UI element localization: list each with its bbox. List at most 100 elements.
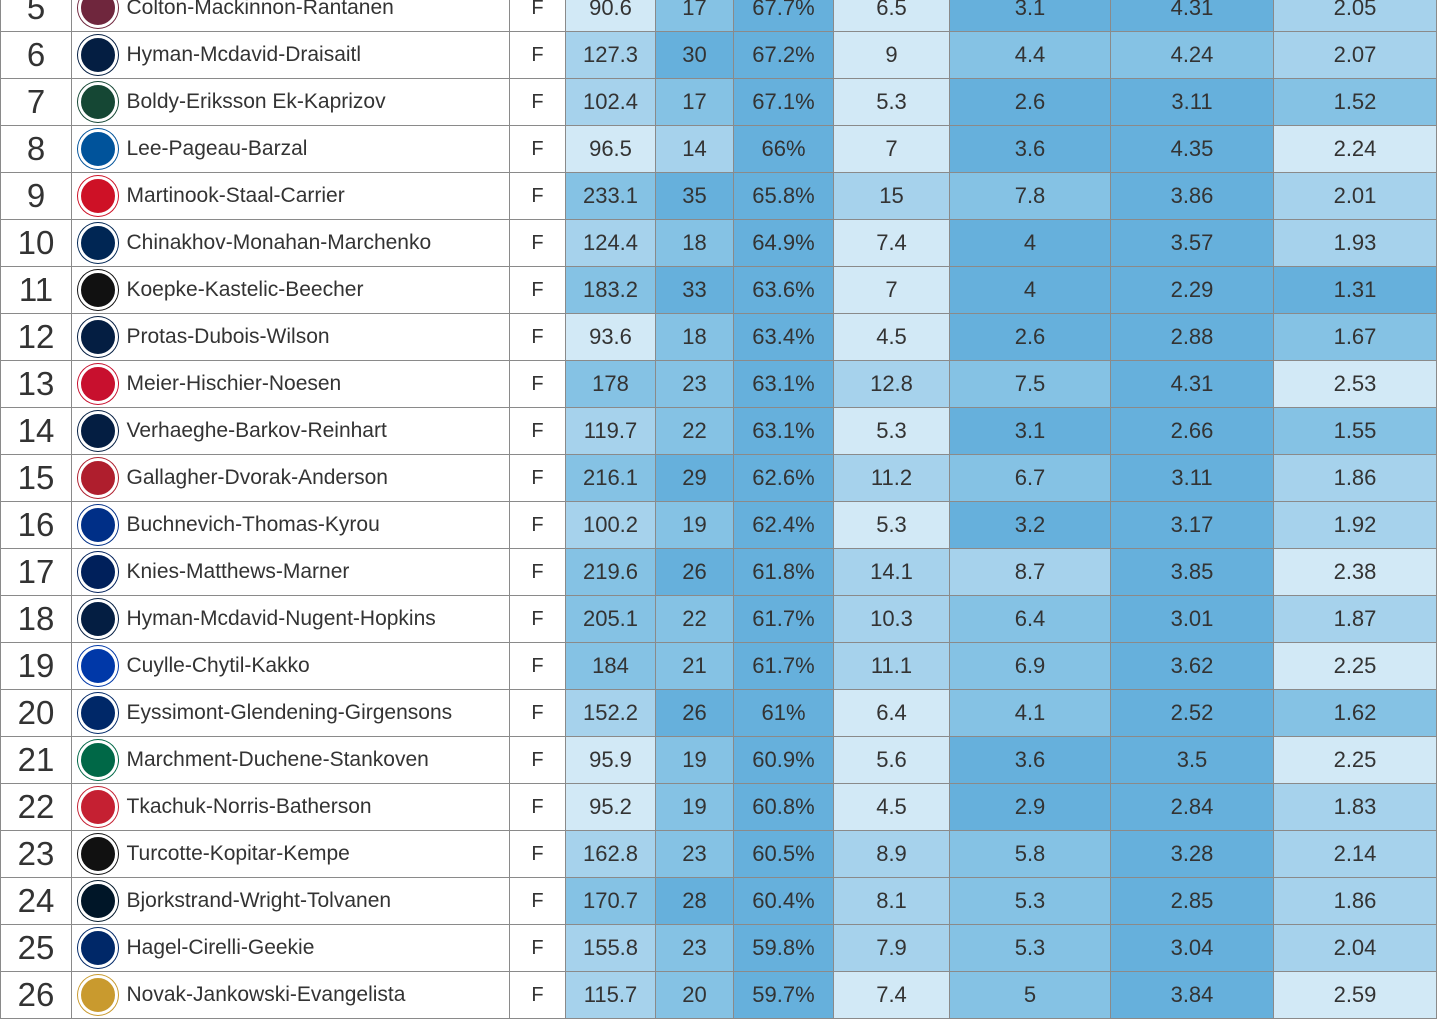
- stat-cell-v5: 3.6: [949, 736, 1111, 784]
- team-logo-cell: [71, 783, 125, 831]
- stat-cell-v2: 17: [655, 78, 734, 126]
- position-cell: F: [509, 783, 566, 831]
- rank-cell: 8: [0, 125, 72, 173]
- team-logo-cell: [71, 407, 125, 455]
- stat-cell-v4: 12.8: [833, 360, 950, 408]
- stat-cell-v7: 2.59: [1273, 971, 1437, 1019]
- team-logo-cell: [71, 501, 125, 549]
- line-name-cell: Hyman-Mcdavid-Nugent-Hopkins: [124, 595, 510, 643]
- stat-cell-v6: 3.04: [1110, 924, 1274, 972]
- stat-cell-v1: 127.3: [565, 31, 656, 79]
- stat-cell-v1: 90.6: [565, 0, 656, 32]
- table-row: 23 Turcotte-Kopitar-Kempe F 162.8 23 60.5% 8.9…: [0, 830, 1437, 878]
- stat-cell-v4: 6.5: [833, 0, 950, 32]
- line-name-cell: Martinook-Staal-Carrier: [124, 172, 510, 220]
- stat-cell-v5: 5.8: [949, 830, 1111, 878]
- stat-cell-v1: 100.2: [565, 501, 656, 549]
- bruins-logo-icon: [78, 270, 119, 310]
- stat-cell-v3: 60.5%: [733, 830, 834, 878]
- position-cell: F: [509, 313, 566, 361]
- rank-cell: 21: [0, 736, 72, 784]
- canadiens-logo-icon: [78, 458, 119, 498]
- stat-cell-v6: 3.57: [1110, 219, 1274, 267]
- rank-cell: 18: [0, 595, 72, 643]
- position-cell: F: [509, 924, 566, 972]
- table-row: 13 Meier-Hischier-Noesen F 178 23 63.1% 12.8 7.…: [0, 360, 1437, 408]
- table-row: 21 Marchment-Duchene-Stankoven F 95.9 19 60.9…: [0, 736, 1437, 784]
- stat-cell-v5: 6.4: [949, 595, 1111, 643]
- stat-cell-v1: 219.6: [565, 548, 656, 596]
- position-cell: F: [509, 78, 566, 126]
- stat-cell-v3: 59.7%: [733, 971, 834, 1019]
- stat-cell-v1: 115.7: [565, 971, 656, 1019]
- team-logo-cell: [71, 313, 125, 361]
- table-row: 8 Lee-Pageau-Barzal F 96.5 14 66% 7 3.6 4.35 2.24: [0, 125, 1437, 173]
- stat-cell-v5: 8.7: [949, 548, 1111, 596]
- stat-cell-v3: 60.9%: [733, 736, 834, 784]
- position-cell: F: [509, 830, 566, 878]
- rank-cell: 24: [0, 877, 72, 925]
- stat-cell-v6: 3.11: [1110, 78, 1274, 126]
- stat-cell-v1: 119.7: [565, 407, 656, 455]
- stat-cell-v3: 62.6%: [733, 454, 834, 502]
- stat-cell-v6: 3.86: [1110, 172, 1274, 220]
- table-row: 26 Novak-Jankowski-Evangelista F 115.7 20 59.…: [0, 971, 1437, 1019]
- stat-cell-v5: 3.6: [949, 125, 1111, 173]
- stat-cell-v7: 2.14: [1273, 830, 1437, 878]
- position-cell: F: [509, 501, 566, 549]
- stat-cell-v6: 4.35: [1110, 125, 1274, 173]
- rangers-logo-icon: [78, 646, 119, 686]
- stat-cell-v4: 11.1: [833, 642, 950, 690]
- stat-cell-v3: 61.7%: [733, 642, 834, 690]
- stat-cell-v2: 35: [655, 172, 734, 220]
- stat-cell-v1: 233.1: [565, 172, 656, 220]
- stat-cell-v1: 170.7: [565, 877, 656, 925]
- stat-cell-v6: 3.62: [1110, 642, 1274, 690]
- table-row: 20 Eyssimont-Glendening-Girgensons F 152.2 2…: [0, 689, 1437, 737]
- rank-cell: 6: [0, 31, 72, 79]
- team-logo-cell: [71, 689, 125, 737]
- stat-cell-v3: 67.2%: [733, 31, 834, 79]
- table-row: 11 Koepke-Kastelic-Beecher F 183.2 33 63.6% 7 4…: [0, 266, 1437, 314]
- stat-cell-v4: 5.6: [833, 736, 950, 784]
- rank-cell: 25: [0, 924, 72, 972]
- lightning-logo-icon: [78, 928, 119, 968]
- rank-cell: 20: [0, 689, 72, 737]
- rank-cell: 26: [0, 971, 72, 1019]
- position-cell: F: [509, 125, 566, 173]
- position-cell: F: [509, 642, 566, 690]
- table-row: 24 Bjorkstrand-Wright-Tolvanen F 170.7 28 60.…: [0, 877, 1437, 925]
- rank-cell: 15: [0, 454, 72, 502]
- wild-logo-icon: [78, 82, 119, 122]
- line-name-cell: Koepke-Kastelic-Beecher: [124, 266, 510, 314]
- line-name-cell: Buchnevich-Thomas-Kyrou: [124, 501, 510, 549]
- rank-cell: 16: [0, 501, 72, 549]
- stat-cell-v3: 64.9%: [733, 219, 834, 267]
- line-name-cell: Bjorkstrand-Wright-Tolvanen: [124, 877, 510, 925]
- team-logo-cell: [71, 595, 125, 643]
- stat-cell-v4: 7: [833, 266, 950, 314]
- stat-cell-v1: 162.8: [565, 830, 656, 878]
- line-name-cell: Cuylle-Chytil-Kakko: [124, 642, 510, 690]
- stat-cell-v1: 216.1: [565, 454, 656, 502]
- position-cell: F: [509, 31, 566, 79]
- stat-cell-v2: 22: [655, 595, 734, 643]
- stat-cell-v2: 26: [655, 689, 734, 737]
- table-row: 10 Chinakhov-Monahan-Marchenko F 124.4 18 64.…: [0, 219, 1437, 267]
- stat-cell-v2: 18: [655, 219, 734, 267]
- stat-cell-v1: 178: [565, 360, 656, 408]
- team-logo-cell: [71, 736, 125, 784]
- stat-cell-v2: 23: [655, 830, 734, 878]
- stat-cell-v7: 2.01: [1273, 172, 1437, 220]
- stat-cell-v4: 4.5: [833, 783, 950, 831]
- position-cell: F: [509, 219, 566, 267]
- stat-cell-v5: 4.4: [949, 31, 1111, 79]
- stat-cell-v2: 20: [655, 971, 734, 1019]
- stat-cell-v1: 184: [565, 642, 656, 690]
- stat-cell-v5: 5: [949, 971, 1111, 1019]
- line-name-cell: Eyssimont-Glendening-Girgensons: [124, 689, 510, 737]
- stat-cell-v1: 124.4: [565, 219, 656, 267]
- rank-cell: 10: [0, 219, 72, 267]
- stat-cell-v7: 1.62: [1273, 689, 1437, 737]
